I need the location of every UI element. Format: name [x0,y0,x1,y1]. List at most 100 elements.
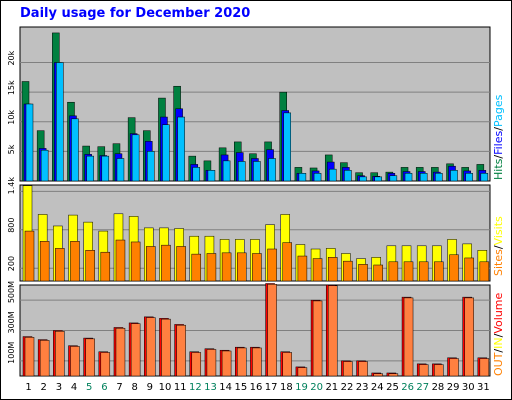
sites-bar [70,241,80,282]
sites-bar [24,230,35,282]
sites-bar [312,258,323,282]
out-bar [130,323,141,377]
y-tick-label: 300M [7,311,16,333]
day-label: 18 [280,382,293,393]
legend-entry: Pages [492,94,505,127]
pages-bar [298,173,307,182]
out-bar [434,364,444,377]
pages-bar [480,173,489,182]
pages-bar [71,118,79,182]
y-tick-label: 5k [7,144,16,154]
pages-bar [238,161,246,182]
y-tick-label: 10k [7,110,16,125]
out-bar [176,324,186,377]
day-label: 2 [41,382,47,393]
out-bar [282,352,292,377]
sites-bar [388,261,399,282]
sites-bar [418,261,429,282]
out-bar [464,297,474,377]
day-label: 14 [219,382,232,393]
out-bar [403,297,414,377]
out-bar [115,327,126,377]
out-bar [297,367,308,377]
day-label: 6 [101,382,107,393]
day-label: 1 [25,382,31,393]
legend-entry: OUT [492,352,505,376]
sites-bar [176,246,186,282]
sites-bar [221,252,232,282]
day-label: 7 [116,382,122,393]
sites-bar [403,261,414,282]
sites-bar [297,255,308,282]
legend-entry: / [492,127,505,131]
sites-bar [252,253,262,282]
pages-bar [56,62,64,182]
day-label: 27 [416,382,429,393]
y-tick-label: 100M [7,342,16,364]
pages-bar [328,168,337,182]
sites-bar [206,253,217,282]
sites-bar [464,257,474,282]
out-bar [388,373,399,377]
pages-bar [222,160,231,182]
sites-bar [267,248,277,282]
out-bar [312,300,323,377]
day-label: 20 [310,382,323,393]
sites-bar [55,248,65,282]
out-bar [70,346,80,377]
sites-bar [191,253,202,282]
y-tick-label: 15k [7,80,16,95]
day-label: 28 [432,382,445,393]
y-tick-label: 500M [7,281,16,303]
day-label: 5 [86,382,92,393]
day-label: 15 [234,382,247,393]
pages-bar [419,173,428,182]
pages-bar [344,170,352,182]
sites-bar [146,246,156,282]
pages-bar [465,173,473,182]
pages-bar [389,175,398,182]
day-label: 9 [147,382,153,393]
sites-bar [343,260,353,282]
day-label: 8 [132,382,138,393]
sites-bar [282,242,292,282]
day-label: 31 [477,382,490,393]
out-bar [449,358,459,377]
out-bar [252,347,262,377]
day-label: 19 [295,382,308,393]
pages-bar [147,151,155,182]
legend-entry: Files [492,130,505,154]
sites-bar [479,261,490,282]
out-bar [55,331,65,377]
sites-bar [115,239,126,282]
sites-bar [449,254,459,282]
legend-entry: Sites [492,249,505,276]
out-bar [267,283,277,377]
pages-bar [207,170,216,182]
sites-bar [237,252,247,282]
day-label: 10 [159,382,172,393]
legend-volume-in-out: OUT/IN/Volume [492,292,505,376]
pages-bar [192,167,201,182]
sites-bar [358,264,368,282]
sites-bar [161,244,171,282]
sites-bar [100,251,111,282]
out-bar [85,338,95,377]
pages-bar [283,112,291,182]
out-bar [343,361,353,377]
out-bar [39,340,50,377]
sites-bar [327,257,338,282]
out-bar [100,352,111,377]
y-tick-label: 20k [7,50,16,65]
legend-entry: / [492,333,505,337]
sites-bar [85,250,95,282]
chart-title: Daily usage for December 2020 [20,6,251,21]
out-bar [161,318,171,377]
day-label: 26 [401,382,414,393]
pages-bar [131,134,140,182]
legend-entry: Volume [492,292,505,333]
legend-hits-files-pages: Hits/Files/Pages [492,94,505,180]
sites-bar [434,261,444,282]
day-label: 24 [371,382,384,393]
